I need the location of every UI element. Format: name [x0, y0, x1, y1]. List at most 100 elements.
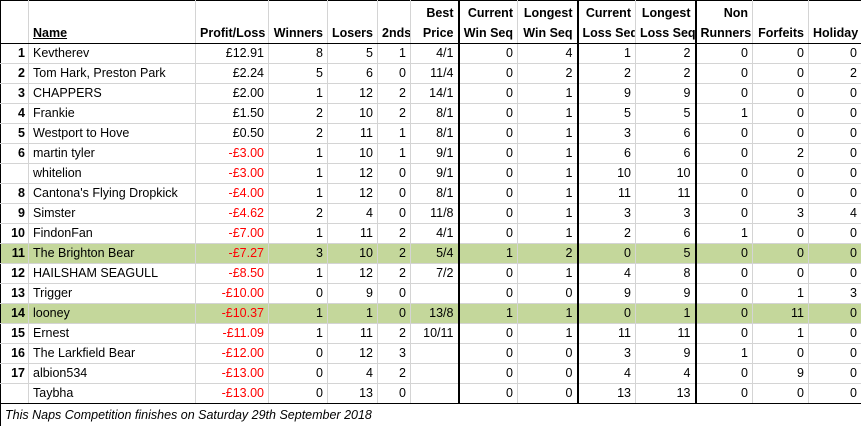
- cell: 4: [577, 263, 636, 284]
- cell: 0: [808, 223, 861, 244]
- cell: 1: [517, 163, 579, 184]
- header-text: Current: [467, 6, 513, 20]
- cell: £0.50: [195, 123, 269, 144]
- cell: 4/1: [410, 223, 460, 244]
- cell: 17: [0, 363, 29, 384]
- cell: 11: [327, 123, 378, 144]
- cell: 0: [458, 183, 518, 204]
- cell: 0: [695, 163, 753, 184]
- cell: The Brighton Bear: [28, 243, 196, 264]
- cell: 0: [752, 243, 809, 264]
- cell: 3: [0, 83, 29, 104]
- header-text: Best: [426, 6, 454, 20]
- cell: -£3.00: [195, 163, 269, 184]
- cell: 1: [517, 143, 579, 164]
- cell: 13: [0, 283, 29, 304]
- cell: 0: [695, 43, 753, 64]
- cell: Kevtherev: [28, 43, 196, 64]
- cell: 0: [752, 103, 809, 124]
- table-row: 15 Ernest -£11.09 1 11 2 10/11 0 1 11 11 0 1 0: [0, 323, 861, 344]
- cell: 0: [458, 103, 518, 124]
- cell: 9: [0, 203, 29, 224]
- cell: 10: [327, 243, 378, 264]
- cell: 10: [327, 143, 378, 164]
- cell: 0: [808, 243, 861, 264]
- cell: -£10.00: [195, 283, 269, 304]
- cell: 11: [0, 243, 29, 264]
- cell: 1: [517, 223, 579, 244]
- cell: 11: [635, 323, 697, 344]
- cell: 0: [808, 363, 861, 384]
- cell: 1: [517, 103, 579, 124]
- cell: 6: [0, 143, 29, 164]
- cell: 0: [377, 203, 411, 224]
- header-text: Winners: [273, 26, 323, 40]
- cell: 11/8: [410, 203, 460, 224]
- cell: 11: [577, 323, 636, 344]
- cell: 9: [752, 363, 809, 384]
- header-cell: Current Win Seq: [458, 0, 518, 44]
- cell: FindonFan: [28, 223, 196, 244]
- cell: -£7.27: [195, 243, 269, 264]
- cell: Tom Hark, Preston Park: [28, 63, 196, 84]
- cell: 0: [517, 363, 579, 384]
- header-text: Non: [723, 6, 748, 20]
- table-row: 9 Simster -£4.62 2 4 0 11/8 0 1 3 3 0 3 4: [0, 203, 861, 224]
- cell: 0: [458, 163, 518, 184]
- cell: 0: [458, 343, 518, 364]
- cell: 0: [377, 183, 411, 204]
- cell: 3: [752, 203, 809, 224]
- cell: 0: [458, 63, 518, 84]
- cell: 8/1: [410, 103, 460, 124]
- cell: 13: [327, 383, 378, 404]
- cell: 5: [0, 123, 29, 144]
- cell: [0, 163, 29, 184]
- cell: 0: [752, 383, 809, 404]
- header-text: Loss Seq: [640, 26, 696, 40]
- cell: HAILSHAM SEAGULL: [28, 263, 196, 284]
- cell: 5: [577, 103, 636, 124]
- cell: 0: [458, 203, 518, 224]
- cell: -£13.00: [195, 363, 269, 384]
- cell: 7/2: [410, 263, 460, 284]
- header-text: Longest: [523, 6, 573, 20]
- cell: 11: [327, 323, 378, 344]
- cell: 9: [635, 343, 697, 364]
- header-cell: 2nds: [377, 0, 411, 44]
- cell: -£7.00: [195, 223, 269, 244]
- cell: 11: [752, 303, 809, 324]
- cell: 11/4: [410, 63, 460, 84]
- cell: 9/1: [410, 143, 460, 164]
- cell: [410, 343, 460, 364]
- cell: 1: [268, 223, 328, 244]
- cell: 0: [377, 283, 411, 304]
- cell: -£12.00: [195, 343, 269, 364]
- cell: 1: [458, 303, 518, 324]
- cell: 0: [808, 43, 861, 64]
- table-row: 16 The Larkfield Bear -£12.00 0 12 3 0 0 3 9 1 0 0: [0, 343, 861, 364]
- cell: 2: [577, 63, 636, 84]
- cell: 1: [268, 83, 328, 104]
- cell: 5: [635, 243, 697, 264]
- cell: [410, 383, 460, 404]
- cell: Ernest: [28, 323, 196, 344]
- cell: 0: [577, 303, 636, 324]
- cell: 2: [577, 223, 636, 244]
- cell: 8: [635, 263, 697, 284]
- cell: [410, 363, 460, 384]
- cell: 5: [635, 103, 697, 124]
- cell: 1: [517, 323, 579, 344]
- header-cell: Losers: [327, 0, 378, 44]
- cell: 0: [752, 223, 809, 244]
- table-row: 17 albion534 -£13.00 0 4 2 0 0 4 4 0 9 0: [0, 363, 861, 384]
- table-row: 14 looney -£10.37 1 1 0 13/8 1 1 0 1 0 11 0: [0, 303, 861, 324]
- cell: Simster: [28, 203, 196, 224]
- cell: 2: [808, 63, 861, 84]
- cell: 10/11: [410, 323, 460, 344]
- cell: 12: [327, 263, 378, 284]
- cell: 2: [377, 243, 411, 264]
- cell: 1: [517, 303, 579, 324]
- cell: 0: [268, 383, 328, 404]
- cell: -£11.09: [195, 323, 269, 344]
- cell: 2: [517, 63, 579, 84]
